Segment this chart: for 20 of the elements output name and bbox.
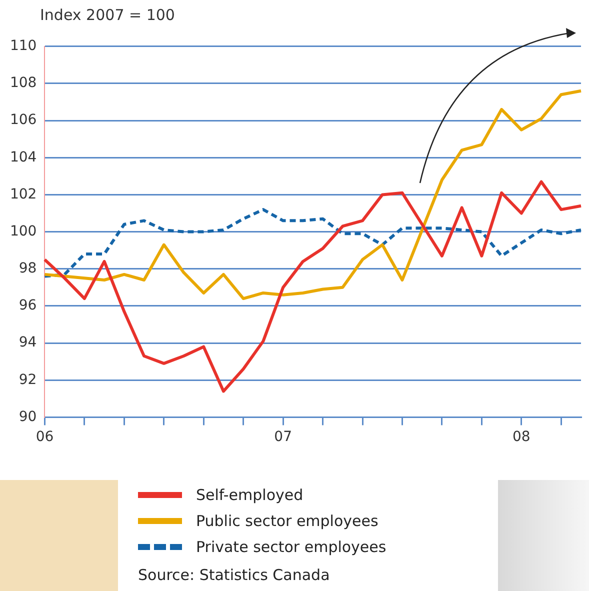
- source-note: Source: Statistics Canada: [138, 566, 330, 584]
- y-tick-label: 110: [10, 38, 37, 54]
- legend-label: Self-employed: [196, 486, 304, 504]
- line-series: [43, 208, 582, 278]
- legend-label: Private sector employees: [196, 538, 386, 556]
- x-tick-label: 06: [36, 429, 54, 446]
- x-tick-label: 08: [512, 429, 530, 446]
- y-axis-title: Index 2007 = 100: [40, 6, 175, 24]
- y-tick-label: 100: [10, 223, 37, 240]
- x-tick-label: 07: [274, 429, 292, 446]
- legend-label: Public sector employees: [196, 512, 378, 530]
- y-tick-label: 98: [18, 260, 37, 277]
- y-tick-label: 92: [18, 372, 37, 388]
- y-tick-label: 108: [10, 75, 37, 92]
- y-tick-label: 96: [18, 298, 37, 314]
- y-tick-label: 90: [18, 408, 37, 425]
- y-tick-label: 106: [10, 112, 37, 128]
- y-tick-label: 94: [18, 334, 37, 351]
- y-tick-label: 102: [10, 186, 37, 202]
- y-tick-label: 104: [10, 149, 37, 166]
